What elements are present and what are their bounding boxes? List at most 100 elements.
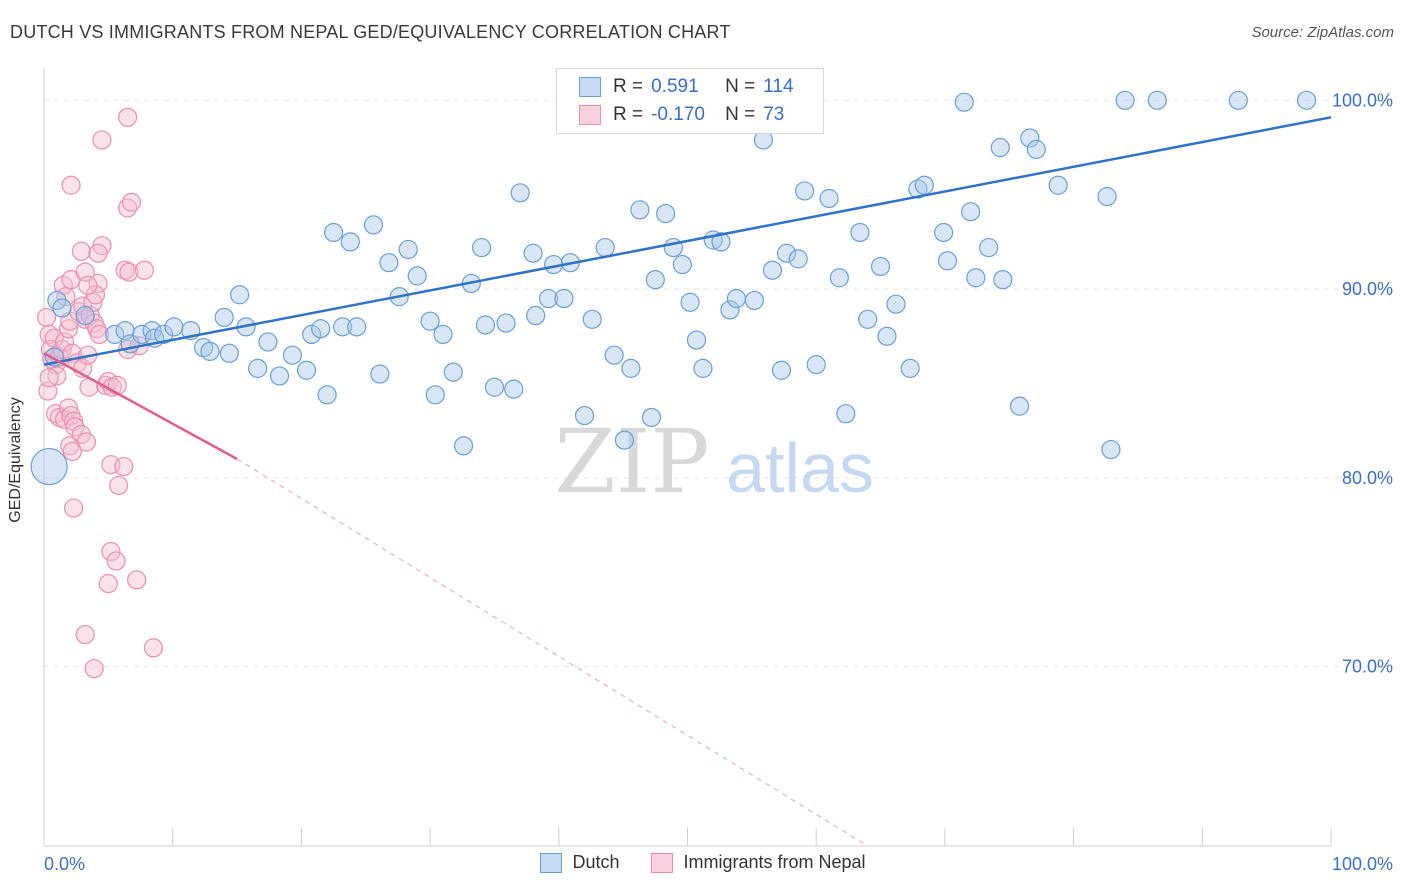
source-credit: Source: ZipAtlas.com — [1251, 24, 1394, 41]
legend-label-dutch: Dutch — [572, 852, 620, 872]
axes — [43, 68, 1332, 847]
dutch-point — [819, 188, 839, 209]
dutch-point — [347, 317, 367, 337]
x-tick-label: 0.0% — [44, 854, 85, 874]
dutch-point — [407, 266, 427, 286]
dutch-point — [582, 309, 602, 329]
dutch-point — [425, 385, 445, 405]
legend-r-label: R = — [613, 104, 644, 125]
nepal-point — [64, 498, 84, 518]
legend-swatch-nepal — [579, 105, 601, 125]
nepal-point — [36, 307, 57, 328]
legend-n-dutch: 114 — [763, 76, 794, 97]
legend-r-nepal: -0.170 — [651, 104, 705, 125]
grid-lines — [44, 99, 1392, 668]
dutch-point — [323, 222, 344, 243]
trend-line-nepal — [43, 352, 238, 461]
nepal-point — [62, 441, 82, 462]
dutch-point — [132, 324, 152, 345]
dutch-point — [711, 232, 731, 252]
dutch-point — [1020, 128, 1040, 148]
dutch-point — [510, 183, 530, 203]
dutch-point — [829, 268, 849, 288]
y-axis-label: GED/Equivalency — [7, 397, 24, 523]
dutch-point — [621, 358, 641, 378]
dutch-point — [142, 321, 162, 341]
dutch-point — [762, 260, 783, 280]
dutch-point — [806, 355, 826, 375]
dutch-point — [961, 202, 981, 222]
legend-box: R = 0.591 N = 114 R = -0.170 N = 73 — [556, 68, 824, 134]
dutch-point — [554, 288, 574, 309]
dutch-point — [877, 326, 897, 346]
dutch-point — [900, 358, 920, 378]
dutch-point — [363, 215, 384, 235]
nepal-point — [107, 375, 127, 395]
dutch-point — [966, 268, 986, 288]
dutch-point — [52, 298, 72, 318]
dutch-point — [1048, 175, 1068, 195]
dutch-point — [1115, 90, 1135, 110]
dutch-point — [641, 407, 662, 428]
dutch-point — [776, 243, 797, 263]
dutch-point — [379, 253, 399, 273]
dutch-point — [886, 294, 906, 314]
dutch-point — [214, 307, 234, 328]
nepal-point — [98, 573, 118, 594]
chart-title: DUTCH VS IMMIGRANTS FROM NEPAL GED/EQUIV… — [10, 22, 731, 42]
dutch-point — [788, 249, 808, 269]
dutch-point — [154, 324, 174, 345]
nepal-point — [44, 328, 64, 348]
dutch-point — [614, 430, 635, 450]
dutch-point — [595, 237, 615, 258]
dutch-point — [420, 311, 440, 331]
trend-line-nepal-extension — [236, 458, 868, 847]
nepal-point — [52, 339, 72, 360]
dutch-point — [1009, 396, 1030, 416]
nepal-point — [143, 638, 163, 658]
dutch-point — [672, 254, 692, 275]
dutch-point — [398, 239, 418, 260]
dutch-point — [269, 366, 290, 386]
nepal-point — [118, 107, 138, 127]
nepal-point — [109, 475, 129, 496]
legend-item-nepal[interactable]: Immigrants from Nepal — [651, 852, 866, 873]
dutch-point — [538, 288, 559, 309]
dutch-point — [954, 92, 974, 112]
trend-lines — [43, 116, 1332, 847]
watermark-zip: ZIP — [554, 410, 709, 513]
dutch-point — [504, 379, 524, 399]
nepal-point — [84, 658, 104, 679]
dutch-point — [248, 358, 268, 378]
dutch-point — [258, 332, 278, 352]
dutch-point — [645, 270, 665, 290]
nepal-point — [92, 130, 112, 150]
dutch-point — [105, 324, 125, 345]
dutch-point — [993, 270, 1013, 290]
dutch-point — [75, 305, 95, 326]
legend-row-nepal: R = -0.170 N = 73 — [579, 101, 784, 129]
dutch-point — [164, 317, 184, 337]
dutch-point — [795, 181, 815, 201]
nepal-point — [106, 551, 126, 571]
dutch-point — [656, 203, 676, 224]
nepal-point — [127, 570, 147, 590]
dutch-point — [523, 243, 543, 263]
legend-r-label: R = — [613, 76, 644, 97]
dutch-point — [230, 285, 250, 305]
dutch-point — [453, 436, 474, 456]
dutch-point — [1101, 439, 1121, 460]
nepal-point — [65, 417, 85, 437]
nepal-point — [101, 541, 121, 562]
y-tick-label: 70.0% — [1342, 657, 1393, 677]
dutch-point — [858, 309, 878, 329]
nepal-point — [119, 262, 139, 282]
legend-swatch-dutch — [579, 77, 601, 97]
dutch-point — [726, 288, 747, 309]
dutch-point — [1097, 186, 1117, 207]
series-nepal-points — [36, 107, 163, 679]
nepal-point — [71, 241, 91, 261]
legend-item-dutch[interactable]: Dutch — [540, 852, 619, 873]
series-dutch-points — [30, 90, 1317, 486]
